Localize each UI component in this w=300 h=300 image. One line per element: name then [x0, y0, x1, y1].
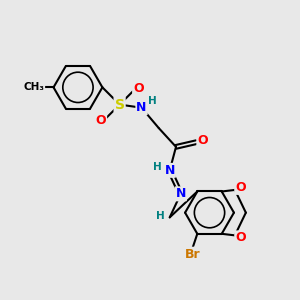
Text: Br: Br: [185, 248, 200, 261]
Text: O: O: [197, 134, 208, 147]
Text: O: O: [133, 82, 144, 95]
Text: CH₃: CH₃: [23, 82, 44, 92]
Text: N: N: [164, 164, 175, 177]
Text: O: O: [235, 231, 246, 244]
Text: N: N: [176, 188, 186, 200]
Text: S: S: [115, 98, 124, 112]
Text: O: O: [235, 181, 246, 194]
Text: O: O: [95, 114, 106, 128]
Text: H: H: [156, 211, 165, 221]
Text: N: N: [136, 101, 147, 114]
Text: H: H: [154, 162, 162, 172]
Text: H: H: [148, 96, 157, 106]
